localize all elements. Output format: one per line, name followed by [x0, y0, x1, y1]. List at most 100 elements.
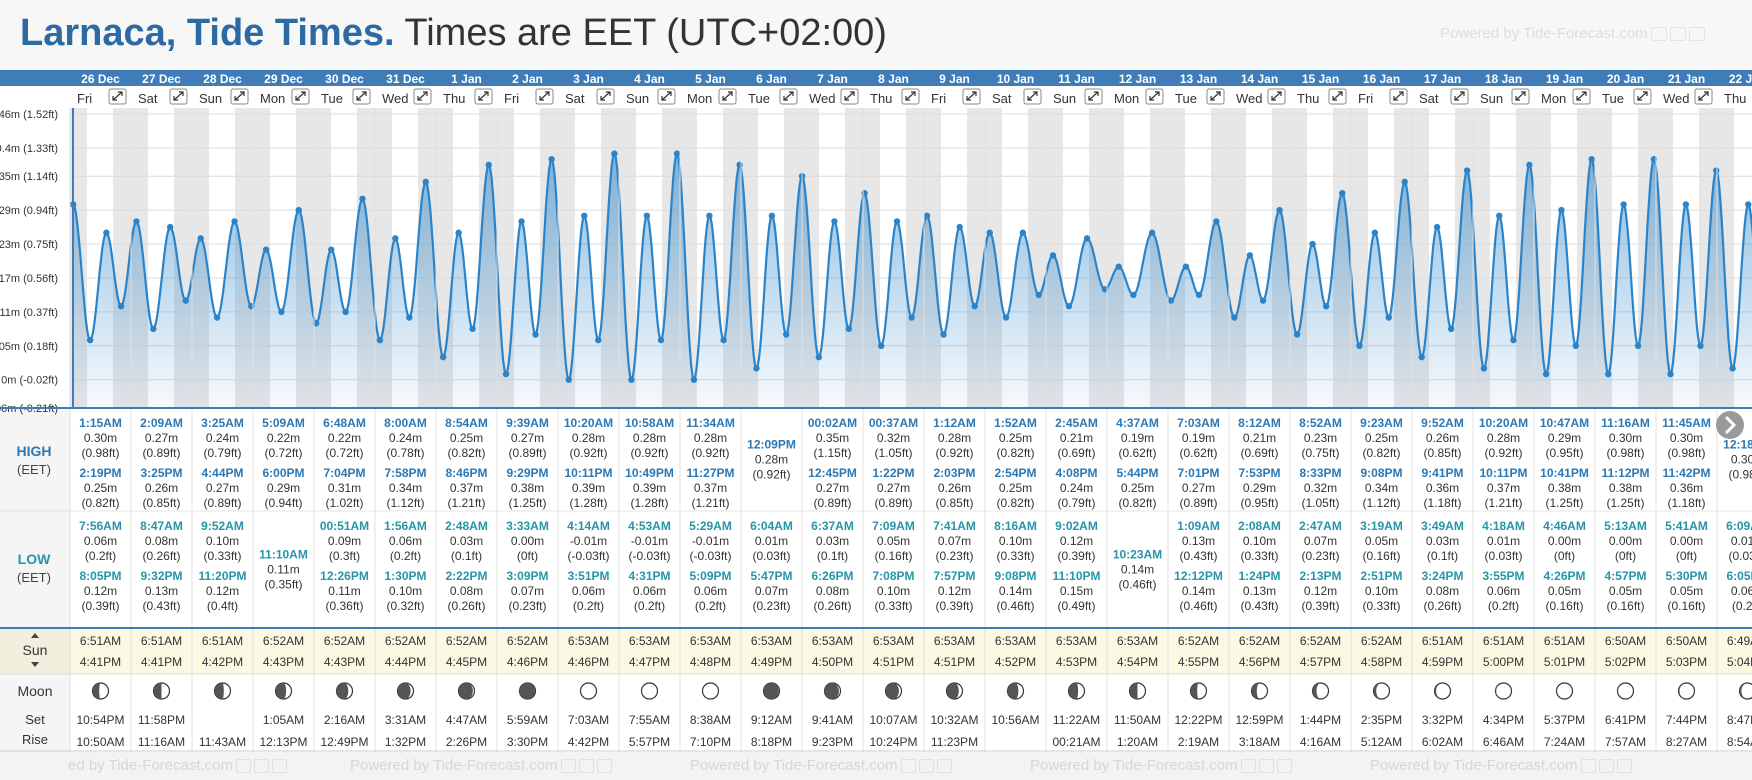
next-days-button[interactable] — [1716, 411, 1744, 439]
low-tide-point[interactable] — [469, 325, 476, 333]
low-tide-point[interactable] — [117, 303, 125, 310]
high-tide-point[interactable] — [485, 161, 492, 169]
low-tide-point[interactable] — [1002, 314, 1010, 321]
high-tide-point[interactable] — [923, 212, 931, 219]
low-tide-point[interactable] — [1667, 370, 1674, 378]
low-tide-point[interactable] — [845, 325, 853, 333]
low-tide-point[interactable] — [342, 308, 349, 316]
low-tide-point[interactable] — [248, 303, 255, 310]
high-tide-point[interactable] — [1558, 206, 1565, 214]
high-tide-point[interactable] — [1083, 235, 1091, 242]
low-tide-point[interactable] — [1101, 286, 1109, 293]
low-tide-point[interactable] — [86, 336, 94, 344]
high-tide-point[interactable] — [861, 189, 868, 197]
high-tide-point[interactable] — [831, 218, 838, 225]
high-tide-point[interactable] — [673, 150, 681, 157]
high-tide-point[interactable] — [1463, 167, 1471, 174]
high-tide-point[interactable] — [548, 156, 555, 163]
low-tide-point[interactable] — [1035, 291, 1042, 299]
low-tide-point[interactable] — [720, 336, 727, 344]
footer-powered-text[interactable]: Powered by Tide-Forecast.com — [350, 757, 612, 774]
high-tide-point[interactable] — [611, 150, 618, 157]
low-tide-point[interactable] — [406, 314, 413, 321]
high-tide-point[interactable] — [706, 212, 713, 219]
low-tide-point[interactable] — [1130, 291, 1137, 299]
low-tide-point[interactable] — [1480, 365, 1488, 372]
high-tide-point[interactable] — [1371, 229, 1379, 236]
low-tide-point[interactable] — [690, 376, 698, 383]
footer-powered-text[interactable]: Powered by Tide-Forecast.com — [690, 757, 952, 774]
high-tide-point[interactable] — [133, 218, 140, 225]
high-tide-point[interactable] — [1339, 189, 1346, 197]
high-tide-point[interactable] — [197, 235, 204, 242]
high-tide-point[interactable] — [1213, 218, 1220, 225]
high-tide-point[interactable] — [1148, 229, 1156, 236]
low-tide-point[interactable] — [940, 331, 947, 338]
low-tide-point[interactable] — [908, 314, 915, 321]
footer-powered-text[interactable]: ed by Tide-Forecast.com — [68, 757, 288, 774]
high-tide-point[interactable] — [359, 195, 366, 203]
high-tide-point[interactable] — [1433, 223, 1441, 231]
high-tide-point[interactable] — [518, 218, 525, 225]
low-tide-point[interactable] — [595, 336, 602, 344]
low-tide-point[interactable] — [1542, 370, 1550, 378]
low-tide-point[interactable] — [628, 376, 635, 383]
high-tide-point[interactable] — [893, 218, 901, 225]
high-tide-point[interactable] — [455, 229, 462, 236]
high-tide-point[interactable] — [768, 212, 776, 219]
low-tide-point[interactable] — [565, 376, 572, 383]
high-tide-point[interactable] — [1526, 161, 1533, 169]
low-tide-point[interactable] — [753, 365, 760, 372]
low-tide-point[interactable] — [657, 336, 665, 344]
low-tide-point[interactable] — [1729, 365, 1736, 372]
low-tide-point[interactable] — [213, 314, 221, 321]
high-tide-point[interactable] — [231, 218, 238, 225]
high-tide-point[interactable] — [1496, 212, 1503, 219]
low-tide-point[interactable] — [1510, 336, 1517, 344]
high-tide-point[interactable] — [295, 206, 302, 214]
low-tide-point[interactable] — [1385, 314, 1392, 321]
low-tide-point[interactable] — [1634, 342, 1642, 350]
low-tide-point[interactable] — [1259, 297, 1267, 304]
low-tide-point[interactable] — [278, 308, 285, 316]
high-tide-point[interactable] — [1246, 252, 1254, 259]
high-tide-point[interactable] — [1401, 178, 1408, 186]
low-tide-point[interactable] — [1293, 331, 1301, 338]
high-tide-point[interactable] — [643, 212, 651, 219]
high-tide-point[interactable] — [422, 178, 429, 186]
high-tide-point[interactable] — [1713, 167, 1720, 174]
low-tide-point[interactable] — [815, 353, 823, 361]
low-tide-point[interactable] — [1356, 342, 1363, 350]
low-tide-point[interactable] — [1447, 325, 1455, 333]
low-tide-point[interactable] — [1605, 370, 1612, 378]
high-tide-point[interactable] — [581, 212, 588, 219]
powered-by-link[interactable]: Powered by Tide-Forecast.com — [1440, 25, 1705, 42]
high-tide-point[interactable] — [1745, 201, 1752, 208]
high-tide-point[interactable] — [986, 229, 993, 236]
high-tide-point[interactable] — [1115, 263, 1122, 270]
footer-powered-text[interactable]: Powered by Tide-Forecast.com — [1370, 757, 1632, 774]
high-tide-point[interactable] — [956, 223, 963, 231]
low-tide-point[interactable] — [1572, 342, 1579, 350]
high-tide-point[interactable] — [103, 229, 110, 236]
high-tide-point[interactable] — [1276, 206, 1283, 214]
high-tide-point[interactable] — [736, 161, 743, 169]
high-tide-point[interactable] — [1182, 263, 1190, 270]
footer-powered-text[interactable]: Powered by Tide-Forecast.com — [1030, 757, 1292, 774]
low-tide-point[interactable] — [1322, 303, 1330, 310]
high-tide-point[interactable] — [262, 246, 270, 253]
low-tide-point[interactable] — [150, 325, 157, 333]
low-tide-point[interactable] — [312, 319, 320, 327]
high-tide-point[interactable] — [1682, 201, 1690, 208]
low-tide-point[interactable] — [1231, 314, 1238, 321]
high-tide-point[interactable] — [1049, 252, 1057, 259]
low-tide-point[interactable] — [1418, 353, 1425, 361]
high-tide-point[interactable] — [328, 246, 335, 253]
low-tide-point[interactable] — [1697, 342, 1704, 350]
high-tide-point[interactable] — [1620, 201, 1627, 208]
high-tide-point[interactable] — [1309, 240, 1316, 248]
low-tide-point[interactable] — [782, 331, 790, 338]
low-tide-point[interactable] — [502, 370, 510, 378]
high-tide-point[interactable] — [392, 235, 399, 242]
low-tide-point[interactable] — [532, 331, 539, 338]
